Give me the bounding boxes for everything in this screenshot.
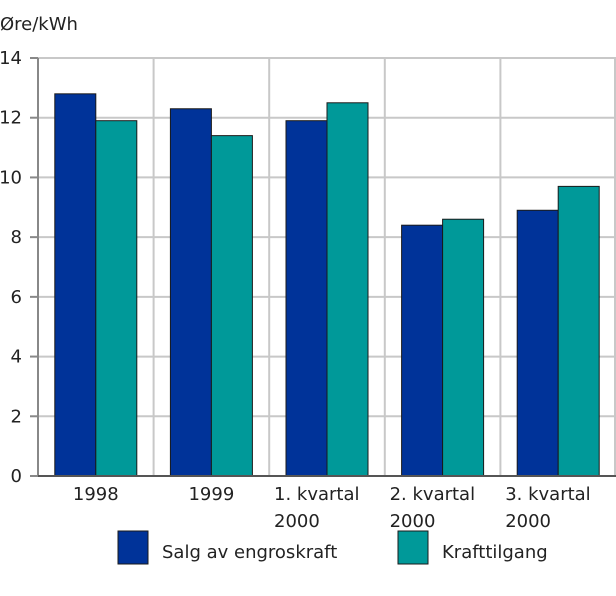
x-category-label: 1999	[188, 484, 234, 505]
bar-salg-av-engroskraft-0	[54, 93, 97, 477]
legend-label: Krafttilgang	[442, 542, 548, 563]
x-category-label: 3. kvartal 2000	[505, 484, 591, 532]
legend-item-salg-av-engroskraft: Salg av engroskraft	[117, 530, 337, 565]
y-tick-label: 12	[0, 108, 22, 129]
bar-krafttilgang-2	[326, 102, 369, 477]
bar-krafttilgang-4	[557, 185, 600, 477]
y-tick-label: 14	[0, 48, 22, 69]
bar-krafttilgang-3	[442, 218, 485, 477]
y-axis-label: Øre/kWh	[0, 14, 78, 35]
x-category-label: 1998	[73, 484, 119, 505]
bar-krafttilgang-0	[95, 120, 138, 477]
legend-label: Salg av engroskraft	[162, 542, 337, 563]
y-tick-label: 6	[11, 287, 22, 308]
y-tick-label: 8	[11, 227, 22, 248]
y-tick-label: 10	[0, 167, 22, 188]
x-category-label: 2. kvartal 2000	[390, 484, 476, 532]
bar-salg-av-engroskraft-3	[401, 224, 444, 477]
y-tick-label: 0	[11, 466, 22, 487]
bar-salg-av-engroskraft-4	[516, 209, 559, 477]
axes	[30, 57, 616, 477]
bar-salg-av-engroskraft-2	[285, 120, 328, 477]
x-category-label: 1. kvartal 2000	[274, 484, 360, 532]
legend-item-krafttilgang: Krafttilgang	[397, 530, 548, 565]
y-tick-label: 4	[11, 347, 22, 368]
legend-swatch	[117, 530, 149, 565]
y-tick-labels: 0 2 4 6 8 10 12 14	[0, 48, 22, 487]
x-category-labels: 1998 1999 1. kvartal 2000 2. kvartal 2000 3. k…	[73, 484, 591, 532]
bar-salg-av-engroskraft-1	[169, 108, 212, 477]
y-tick-label: 2	[11, 406, 22, 427]
bars	[54, 93, 600, 477]
legend-swatch	[397, 530, 429, 565]
legend: Salg av engroskraft Krafttilgang	[117, 530, 548, 565]
bar-krafttilgang-1	[210, 135, 253, 477]
